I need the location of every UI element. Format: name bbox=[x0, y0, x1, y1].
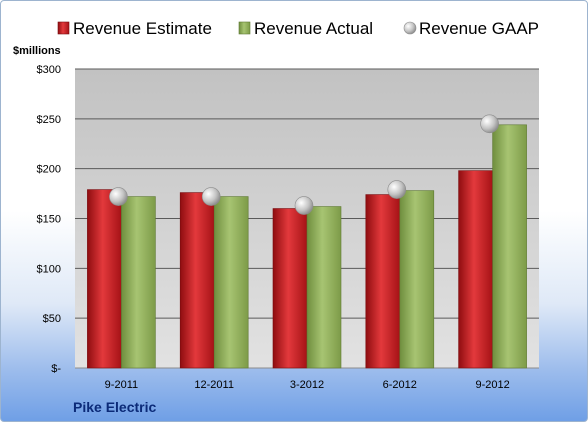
y-tick-label: $300 bbox=[37, 64, 61, 76]
legend-swatch-revenue-actual bbox=[238, 21, 251, 35]
marker-revenue-gaap bbox=[294, 196, 314, 215]
y-tick-label: $150 bbox=[37, 214, 61, 226]
legend-swatch-revenue-gaap bbox=[403, 21, 417, 35]
y-axis-ticks: $- $50 $100 $150 $200 $250 $300 bbox=[37, 64, 62, 375]
bar-revenue-actual bbox=[121, 196, 156, 369]
bars bbox=[87, 124, 527, 369]
gaap-markers bbox=[109, 114, 499, 215]
legend-label-revenue-actual: Revenue Actual bbox=[254, 19, 373, 38]
marker-revenue-gaap bbox=[201, 187, 221, 206]
legend-label-revenue-estimate: Revenue Estimate bbox=[73, 19, 212, 38]
x-tick-label: 6-2012 bbox=[383, 379, 417, 391]
marker-revenue-gaap bbox=[109, 187, 128, 206]
legend: Revenue Estimate Revenue Actual Revenue GA… bbox=[57, 19, 539, 38]
y-tick-label: $100 bbox=[37, 263, 61, 275]
bar-revenue-actual bbox=[306, 206, 342, 369]
x-tick-label: 9-2011 bbox=[105, 379, 138, 391]
x-tick-label: 9-2012 bbox=[475, 379, 509, 391]
marker-revenue-gaap bbox=[387, 180, 407, 199]
marker-revenue-gaap bbox=[480, 114, 499, 134]
y-tick-label: $250 bbox=[37, 114, 61, 126]
bar-revenue-actual bbox=[399, 190, 435, 369]
y-tick-label: $- bbox=[51, 363, 61, 375]
y-tick-label: $50 bbox=[43, 313, 61, 325]
x-tick-label: 12-2011 bbox=[194, 379, 234, 391]
bar-revenue-estimate bbox=[179, 192, 215, 369]
x-tick-label: 3-2012 bbox=[290, 379, 324, 391]
company-name: Pike Electric bbox=[73, 399, 157, 415]
legend-swatch-revenue-estimate bbox=[57, 21, 70, 35]
bar-revenue-estimate bbox=[272, 208, 308, 369]
x-axis-ticks: 9-2011 12-2011 3-2012 6-2012 9-2012 bbox=[105, 379, 510, 391]
bar-revenue-actual bbox=[492, 124, 527, 369]
bar-revenue-estimate bbox=[365, 194, 401, 369]
legend-label-revenue-gaap: Revenue GAAP bbox=[419, 19, 539, 38]
y-tick-label: $200 bbox=[37, 164, 61, 176]
bar-revenue-estimate bbox=[458, 170, 493, 369]
y-axis-unit-label: $millions bbox=[13, 45, 61, 57]
bar-revenue-estimate bbox=[87, 189, 122, 369]
bar-revenue-actual bbox=[213, 196, 249, 369]
